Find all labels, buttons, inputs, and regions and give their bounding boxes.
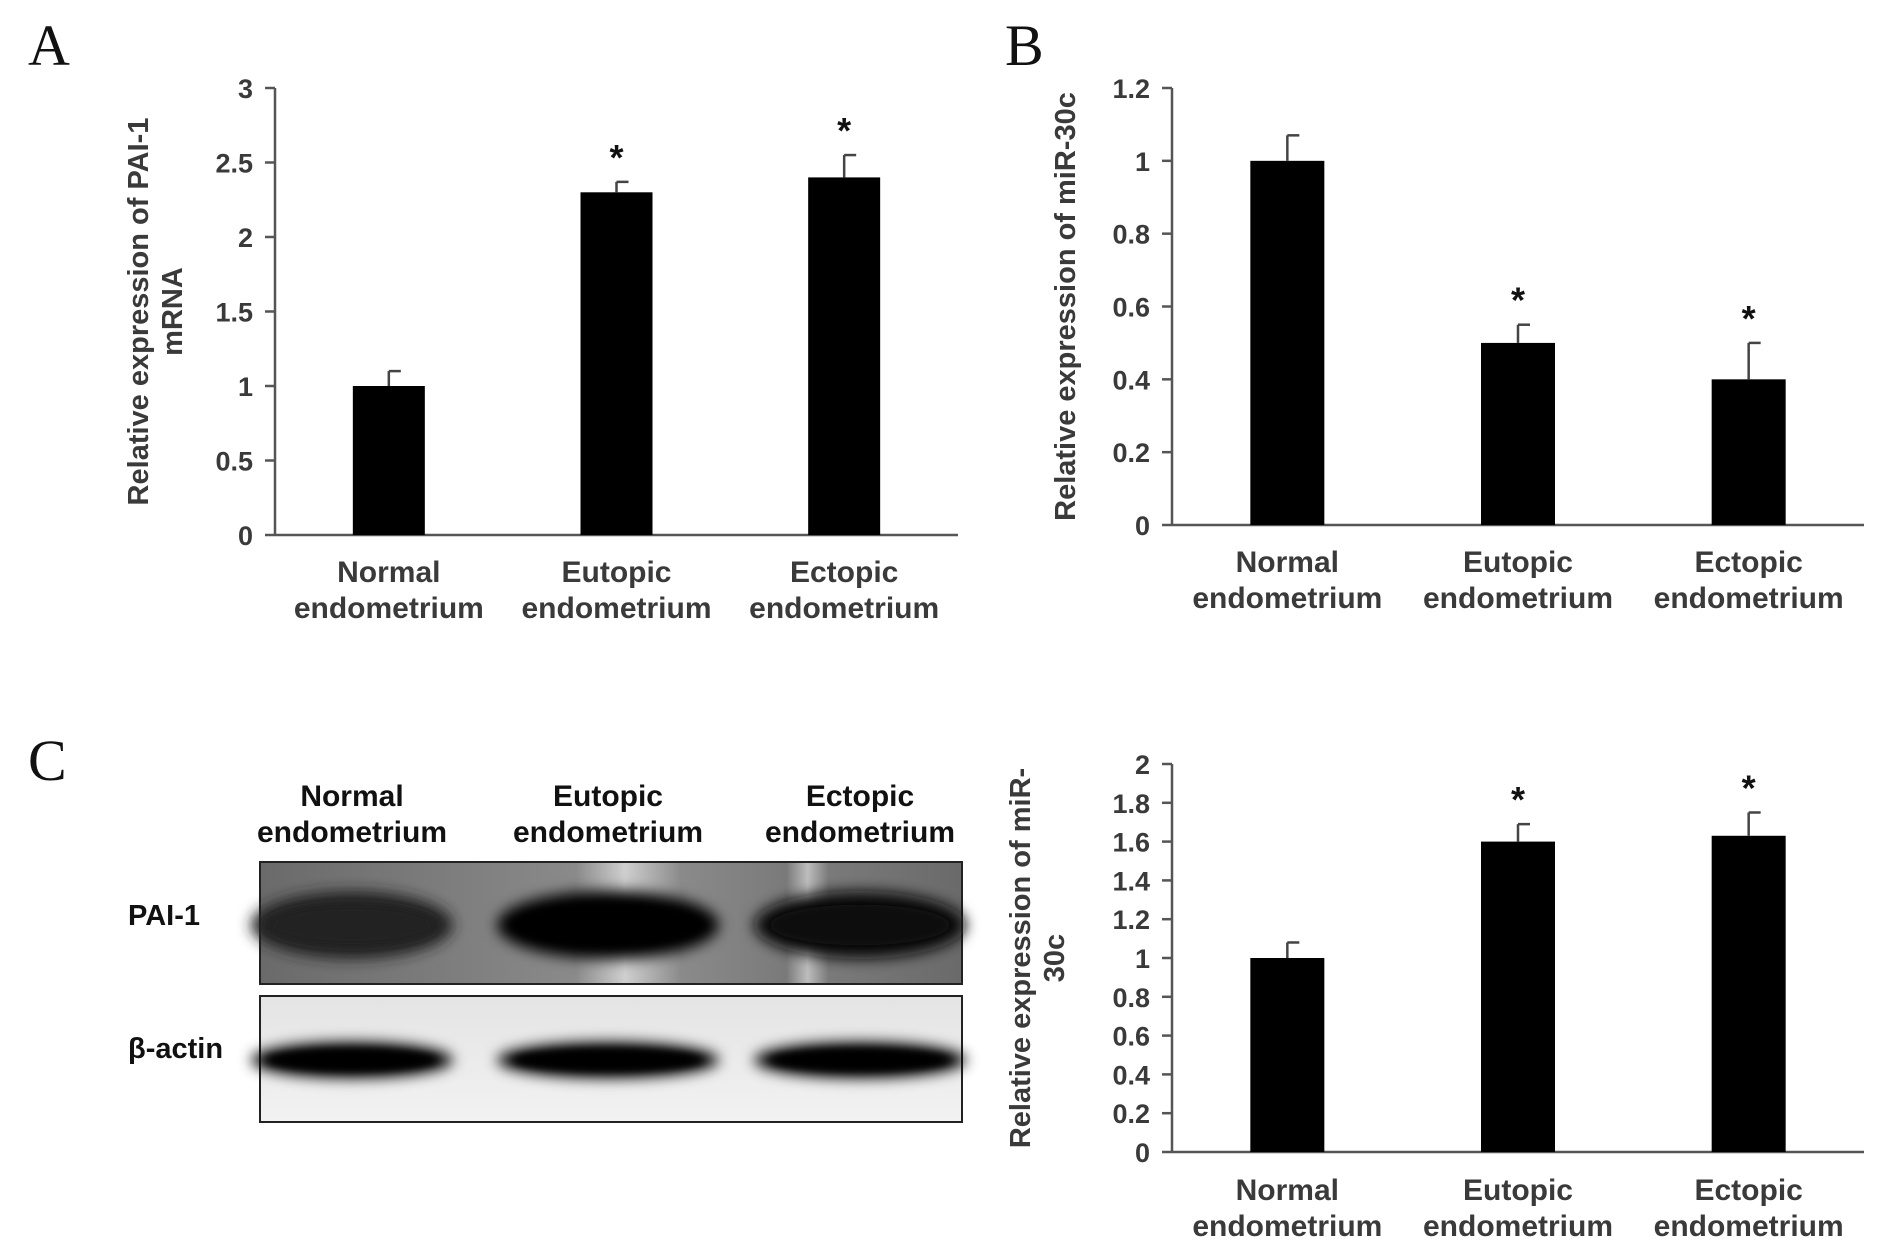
y-tick-label: 2 <box>238 223 253 253</box>
bar <box>808 177 881 535</box>
blot-band-core <box>513 1049 703 1071</box>
blot-band-core <box>770 1049 950 1071</box>
panel-letter-c: C <box>28 728 67 793</box>
y-axis-label: 30c <box>1039 934 1071 982</box>
x-category-label: Eutopic <box>1463 546 1573 579</box>
blot-lane-header-line1: Normal <box>300 780 403 813</box>
x-category-label: endometrium <box>1192 582 1382 615</box>
y-tick-label: 0.2 <box>1112 1099 1150 1129</box>
x-category-label: endometrium <box>1423 1210 1613 1243</box>
blot-band-core <box>513 904 703 946</box>
blot-band-core <box>267 904 437 946</box>
blot-lane-header-eutopic: Eutopic endometrium <box>513 780 703 849</box>
y-tick-label: 0.6 <box>1112 1022 1150 1052</box>
x-category-label: Ectopic <box>790 556 898 589</box>
blot-band-core <box>267 1049 437 1071</box>
x-category-label: Normal <box>1236 1174 1339 1207</box>
y-tick-label: 2 <box>1135 750 1150 780</box>
significance-marker: * <box>1511 779 1525 820</box>
y-tick-label: 0.8 <box>1112 220 1150 250</box>
y-tick-label: 1 <box>1135 147 1150 177</box>
bar <box>1711 835 1786 1152</box>
y-tick-label: 1 <box>238 372 253 402</box>
y-tick-label: 0.4 <box>1112 1060 1150 1090</box>
blot-row-label-pai1: PAI-1 <box>128 900 200 932</box>
x-category-label: endometrium <box>1654 582 1844 615</box>
y-tick-label: 1.2 <box>1112 905 1150 935</box>
x-category-label: endometrium <box>1654 1210 1844 1243</box>
blot-lane-header-normal: Normal endometrium <box>257 780 447 849</box>
blot-lane-header-line2: endometrium <box>257 816 447 849</box>
x-category-label: endometrium <box>294 592 484 625</box>
bar <box>352 386 425 535</box>
y-axis-label: mRNA <box>157 267 189 356</box>
bar <box>1481 342 1555 525</box>
bar <box>1711 379 1786 525</box>
y-tick-label: 1.2 <box>1112 74 1150 104</box>
chart-b: 0 0.2 0.4 0.6 0.8 1 1.2 Relative expression of … <box>1050 74 1864 615</box>
significance-marker: * <box>1742 298 1756 339</box>
y-axis-label: Relative expression of PAI-1 <box>123 118 155 506</box>
y-tick-label: 0.2 <box>1112 438 1150 468</box>
y-tick-label: 0 <box>1135 511 1150 541</box>
y-tick-label: 1 <box>1135 944 1150 974</box>
x-category-label: Ectopic <box>1694 546 1802 579</box>
x-category-label: Normal <box>1236 546 1339 579</box>
y-tick-label: 0.4 <box>1112 365 1150 395</box>
panel-letter-b: B <box>1005 13 1044 78</box>
y-tick-label: 0.8 <box>1112 983 1150 1013</box>
y-tick-label: 0 <box>238 521 253 551</box>
blot-row-label-beta-actin: β-actin <box>128 1033 223 1065</box>
blot-lane-header-ectopic: Ectopic endometrium <box>765 780 955 849</box>
bar <box>1250 958 1325 1152</box>
significance-marker: * <box>609 137 623 178</box>
y-axis-label: Relative expression of miR- <box>1005 768 1037 1148</box>
x-category-label: endometrium <box>521 592 711 625</box>
blot-bands-pai1 <box>251 891 966 959</box>
bar <box>1481 841 1555 1152</box>
x-category-label: Ectopic <box>1694 1174 1802 1207</box>
x-category-label: Eutopic <box>1463 1174 1573 1207</box>
chart-c: 0 0.2 0.4 0.6 0.8 1 1.2 1.4 1.6 1.8 2 Relative expr… <box>1005 750 1864 1243</box>
y-tick-label: 1.8 <box>1112 789 1150 819</box>
x-category-label: Eutopic <box>562 556 672 589</box>
bar <box>580 192 653 536</box>
blot-lane-header-line1: Ectopic <box>806 780 914 813</box>
y-axis-label: Relative expression of miR-30c <box>1050 92 1082 521</box>
y-tick-label: 0.6 <box>1112 293 1150 323</box>
blot-bands-beta-actin <box>251 1042 966 1078</box>
blot-band-core <box>770 904 950 946</box>
y-tick-label: 1.6 <box>1112 828 1150 858</box>
blot-lane-header-line1: Eutopic <box>553 780 663 813</box>
western-blot: Normal endometrium Eutopic endometrium E… <box>128 780 966 1123</box>
y-tick-label: 2.5 <box>215 149 253 179</box>
chart-a: 0 0.5 1 1.5 2 2.5 3 Relative expression of PAI-… <box>123 74 958 625</box>
bar <box>1250 160 1325 526</box>
y-tick-label: 0.5 <box>215 447 253 477</box>
y-tick-label: 1.5 <box>215 298 253 328</box>
y-tick-label: 1.4 <box>1112 866 1150 896</box>
significance-marker: * <box>1511 280 1525 321</box>
blot-lane-header-line2: endometrium <box>765 816 955 849</box>
x-category-label: Normal <box>337 556 440 589</box>
x-category-label: endometrium <box>1423 582 1613 615</box>
x-category-label: endometrium <box>1192 1210 1382 1243</box>
y-tick-label: 0 <box>1135 1138 1150 1168</box>
x-category-label: endometrium <box>749 592 939 625</box>
panel-letter-a: A <box>28 13 70 78</box>
significance-marker: * <box>1742 768 1756 809</box>
significance-marker: * <box>837 110 851 151</box>
y-tick-label: 3 <box>238 74 253 104</box>
blot-lane-header-line2: endometrium <box>513 816 703 849</box>
